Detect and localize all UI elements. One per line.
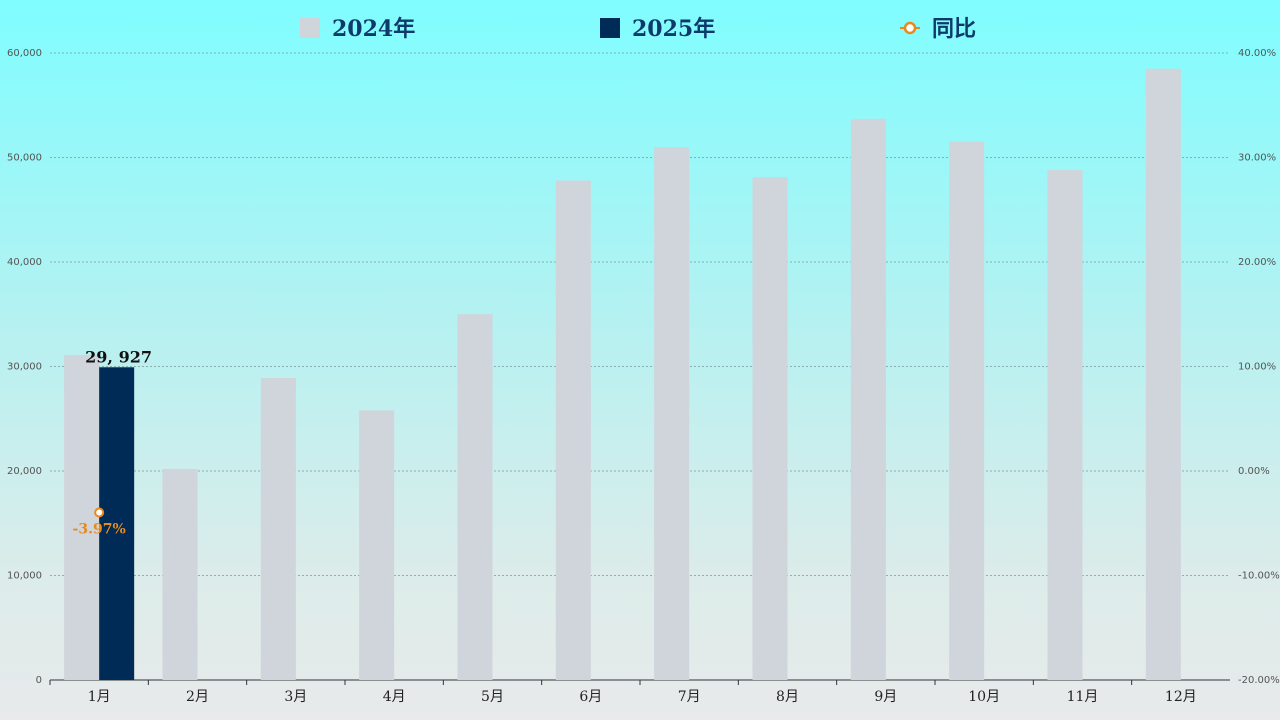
x-axis-category-label: 1月 — [88, 689, 111, 705]
y-left-tick-label: 40,000 — [7, 257, 42, 268]
x-axis-category-label: 12月 — [1165, 689, 1197, 705]
bar-2024 — [1047, 170, 1083, 681]
x-axis-category-label: 3月 — [284, 689, 307, 705]
legend-label-2025: 2025年 — [632, 16, 715, 42]
x-axis-category-label: 9月 — [874, 689, 897, 705]
y-left-tick-label: 30,000 — [7, 362, 42, 373]
x-axis-category-label: 2月 — [186, 689, 209, 705]
bar-2024 — [1145, 68, 1181, 681]
x-axis-category-label: 11月 — [1067, 689, 1099, 705]
bar-2024 — [555, 180, 591, 681]
y-left-tick-label: 50,000 — [7, 153, 42, 164]
bar-2024 — [64, 355, 100, 680]
x-axis-category-label: 8月 — [776, 689, 799, 705]
x-axis-category-label: 10月 — [968, 689, 1000, 705]
yoy-data-label: -3.97% — [73, 521, 126, 537]
bar-2024 — [260, 377, 296, 680]
bar-2025-data-label: 29, 927 — [85, 347, 152, 366]
y-left-tick-label: 10,000 — [7, 571, 42, 582]
x-axis-category-label: 6月 — [579, 689, 602, 705]
bar-2024 — [654, 147, 690, 681]
legend-swatch-2025 — [600, 18, 620, 38]
x-axis-category-label: 5月 — [481, 689, 504, 705]
y-right-tick-label: 10.00% — [1238, 362, 1276, 373]
legend-marker-yoy — [903, 21, 917, 35]
bar-2024 — [162, 468, 198, 680]
bar-2024 — [752, 177, 788, 681]
bar-2024 — [949, 141, 985, 680]
y-left-tick-label: 60,000 — [7, 48, 42, 59]
y-right-tick-label: -20.00% — [1238, 675, 1280, 686]
x-axis-category-label: 4月 — [383, 689, 406, 705]
y-right-tick-label: -10.00% — [1238, 571, 1280, 582]
bar-2025 — [99, 367, 135, 680]
bar-2024 — [457, 314, 493, 680]
y-right-tick-label: 40.00% — [1238, 48, 1276, 59]
legend-label-2024: 2024年 — [332, 16, 415, 42]
y-left-tick-label: 0 — [36, 675, 42, 686]
y-right-tick-label: 0.00% — [1238, 466, 1270, 477]
y-right-tick-label: 20.00% — [1238, 257, 1276, 268]
legend-swatch-2024 — [300, 18, 320, 38]
y-left-tick-label: 20,000 — [7, 466, 42, 477]
legend-label-yoy: 同比 — [932, 16, 976, 42]
x-axis-category-label: 7月 — [678, 689, 701, 705]
bar-2024 — [850, 118, 886, 680]
yoy-point — [94, 507, 105, 518]
bar-2024 — [359, 410, 395, 680]
y-right-tick-label: 30.00% — [1238, 153, 1276, 164]
